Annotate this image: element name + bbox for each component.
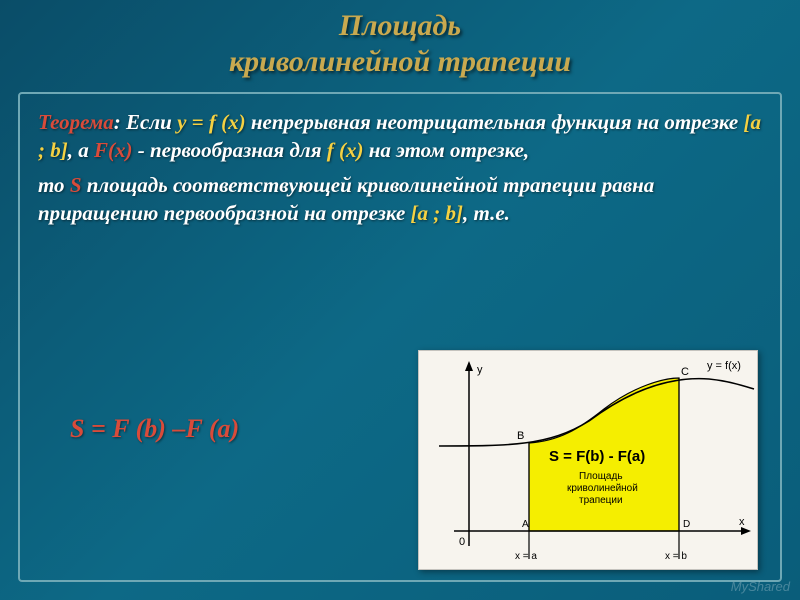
t-S: S xyxy=(70,173,82,197)
diagram-caption-2: криволинейной xyxy=(567,483,638,494)
t-ab2: [a ; b] xyxy=(411,201,463,225)
t-yfx: y = f (x) xyxy=(177,110,246,134)
label-xa: x = a xyxy=(515,551,537,562)
content-frame: Теорема: Если y = f (x) непрерывная неот… xyxy=(18,92,782,582)
theorem-paragraph-1: Теорема: Если y = f (x) непрерывная неот… xyxy=(38,108,762,165)
label-x: x xyxy=(739,516,745,528)
formula: S = F (b) –F (a) xyxy=(70,414,239,444)
label-C: C xyxy=(681,366,689,378)
theorem-paragraph-2: то S площадь соответствующей криволинейн… xyxy=(38,171,762,228)
label-yfx: y = f(x) xyxy=(707,360,741,372)
diagram-svg: y = f(x) y x 0 B C A D x = a x = b S = F… xyxy=(419,351,759,571)
diagram-caption-1: Площадь xyxy=(579,471,623,482)
t2c: , т.е. xyxy=(463,201,510,225)
label-D: D xyxy=(683,519,690,530)
label-A: A xyxy=(522,519,529,530)
watermark: MyShared xyxy=(731,579,790,594)
y-axis-arrow xyxy=(465,361,473,371)
label-xb: x = b xyxy=(665,551,687,562)
t-fx: f (x) xyxy=(327,138,364,162)
diagram-formula: S = F(b) - F(a) xyxy=(549,448,645,465)
theorem-prefix: Теорема xyxy=(38,110,114,134)
t1a: : Если xyxy=(114,110,177,134)
t2a: то xyxy=(38,173,70,197)
title-line-1: Площадь xyxy=(0,8,800,44)
label-y: y xyxy=(477,364,483,376)
label-B: B xyxy=(517,430,524,442)
t1c: , а xyxy=(68,138,94,162)
t1b: непрерывная неотрицательная функция на о… xyxy=(246,110,744,134)
slide-title: Площадь криволинейной трапеции xyxy=(0,0,800,92)
t1e: на этом отрезке, xyxy=(364,138,530,162)
diagram-caption-3: трапеции xyxy=(579,495,623,506)
t-Fx: F(x) xyxy=(94,138,133,162)
title-line-2: криволинейной трапеции xyxy=(0,44,800,80)
label-zero: 0 xyxy=(459,536,465,548)
t2b: площадь соответствующей криволинейной тр… xyxy=(38,173,654,225)
area-diagram: y = f(x) y x 0 B C A D x = a x = b S = F… xyxy=(418,350,758,570)
t1d: - первообразная для xyxy=(133,138,327,162)
x-axis-arrow xyxy=(741,527,751,535)
